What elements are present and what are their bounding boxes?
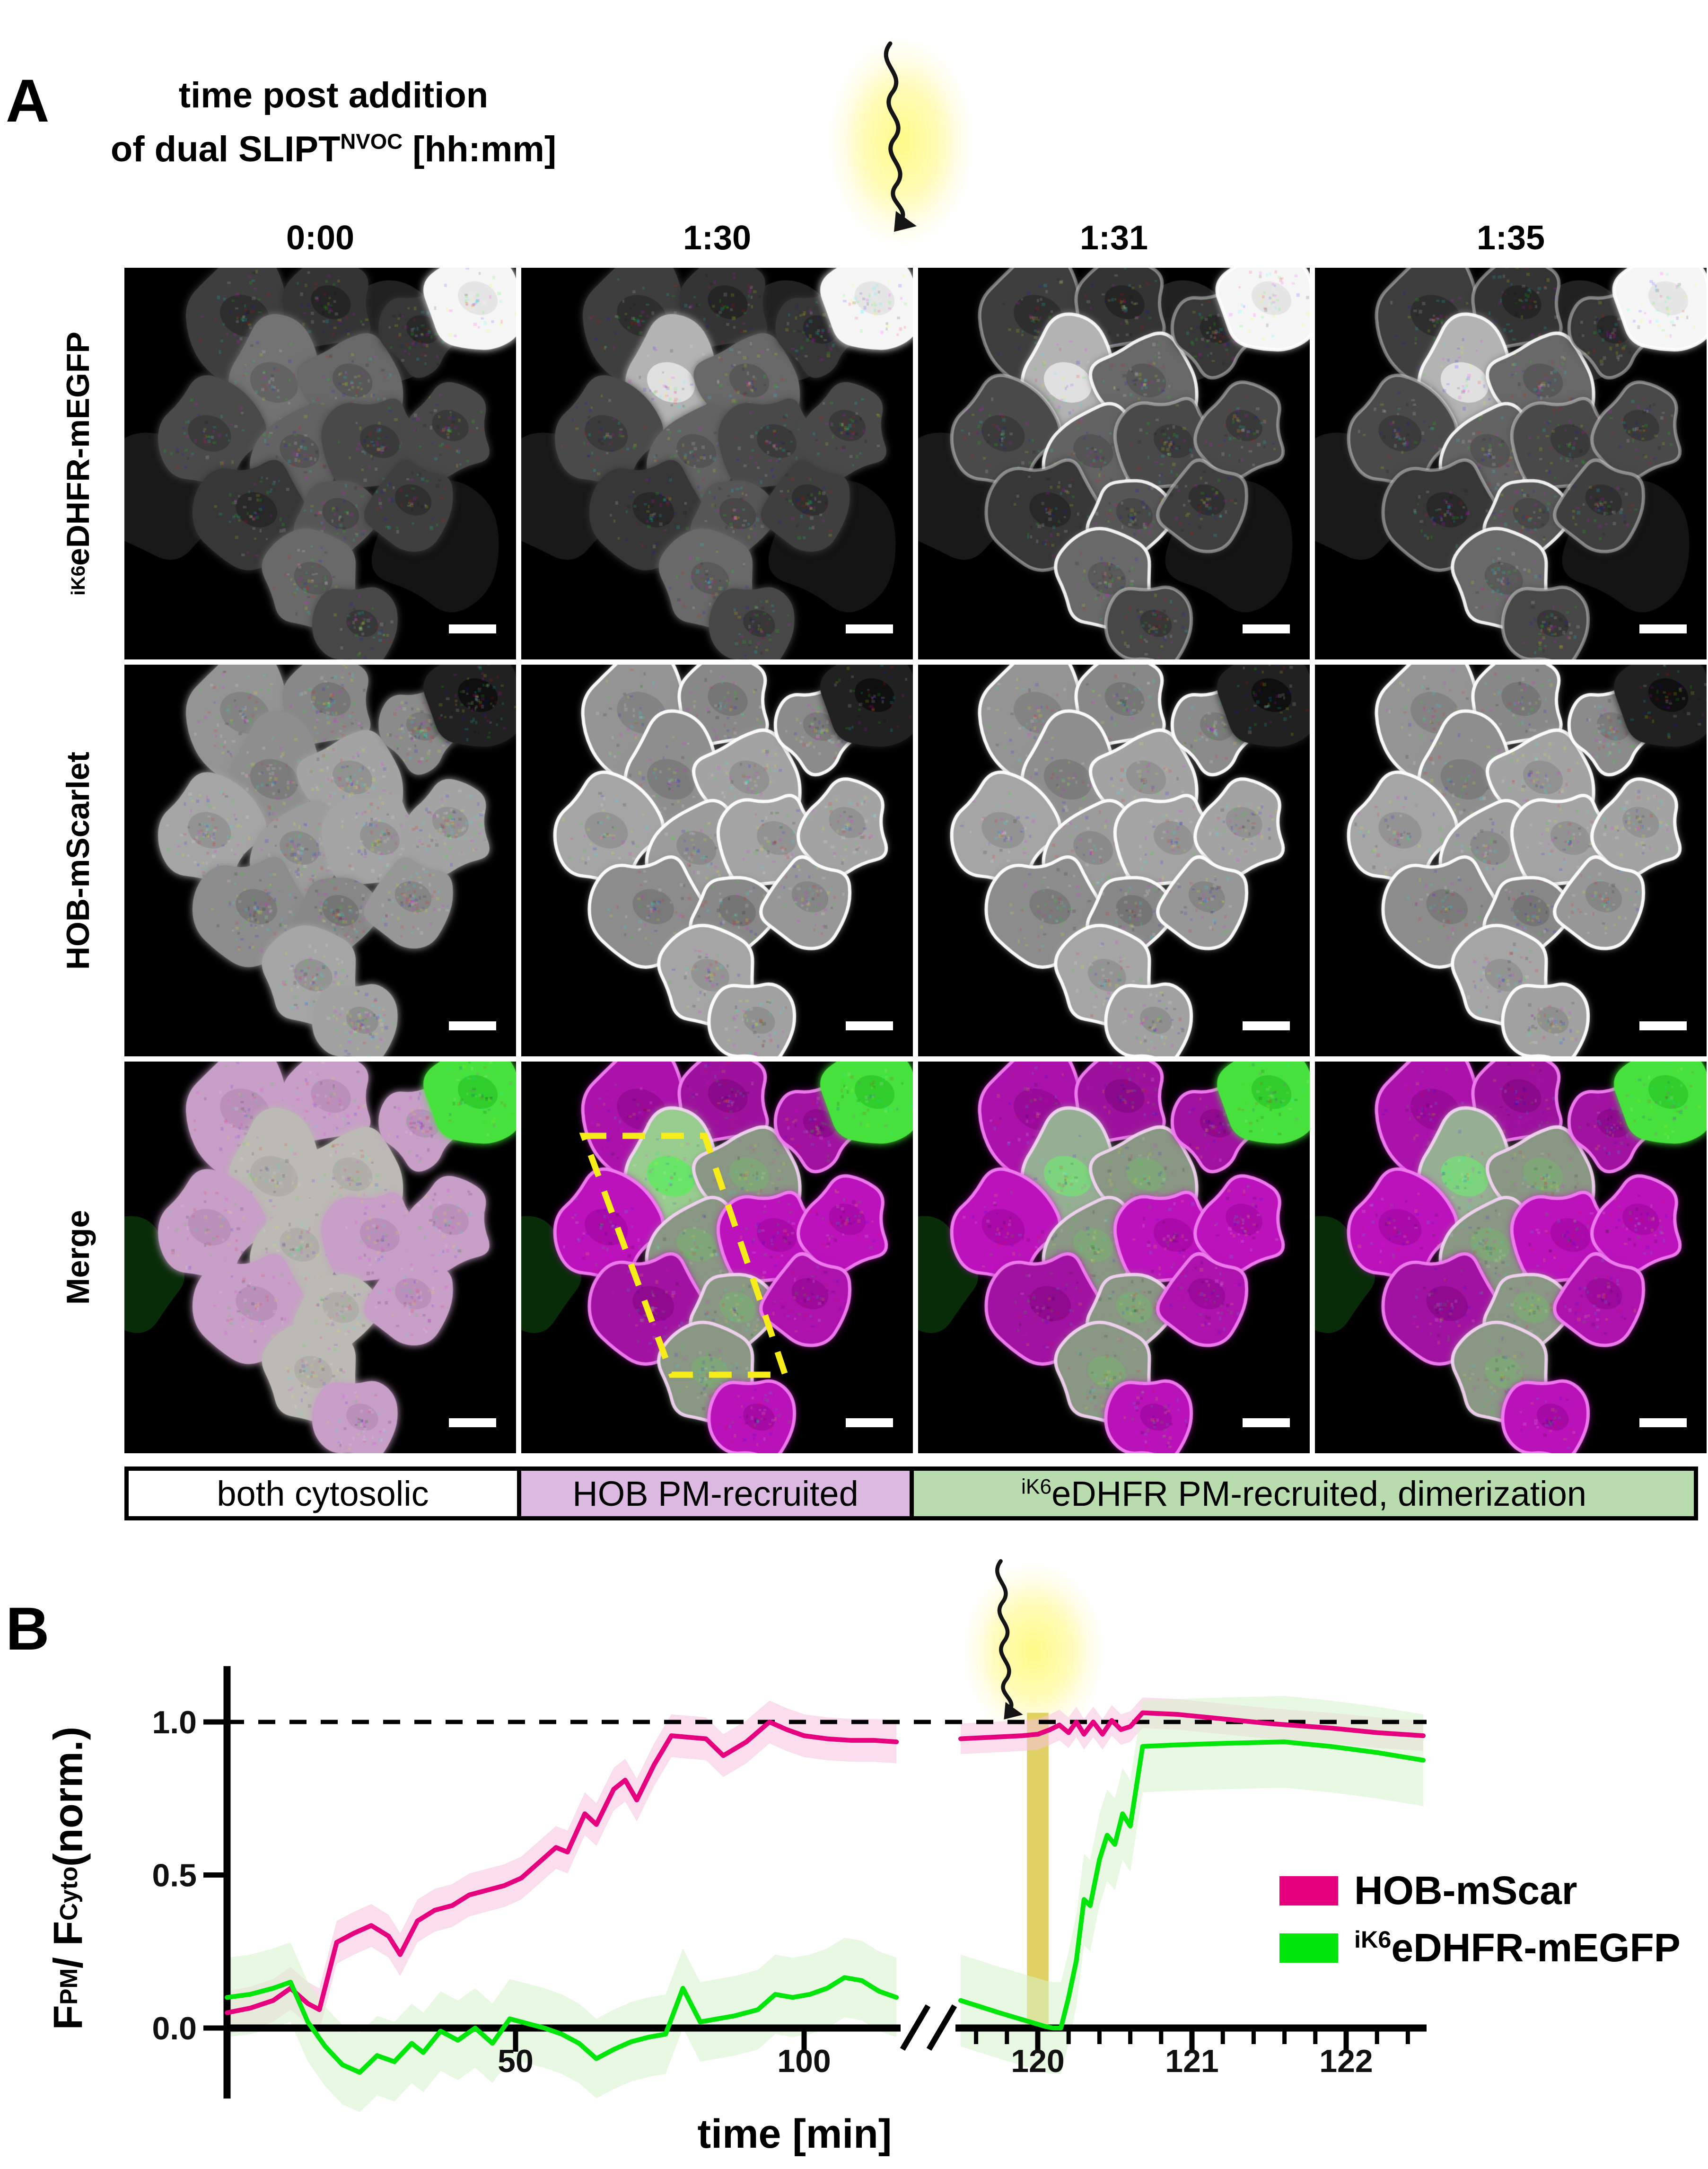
micrograph-mscarlet-1:30 <box>521 665 913 1056</box>
channel-row-label: Merge <box>60 1210 96 1305</box>
condition-legend-label: HOB PM-recruited <box>572 1474 858 1513</box>
chart-svg: 0.0 0.5 1.0 50 100 120 121 122 <box>152 1666 1427 2112</box>
scale-bar <box>846 1021 893 1030</box>
y-tick-label: 0.0 <box>152 2011 197 2046</box>
series-line <box>225 1975 899 2075</box>
legend-swatch <box>1279 1876 1338 1906</box>
x-tick-label: 100 <box>777 2043 831 2079</box>
condition-legend-label: iK6eDHFR PM-recruited, dimerization <box>1021 1474 1587 1513</box>
x-tick-label: 121 <box>1165 2043 1218 2079</box>
series-line <box>958 1739 1426 2030</box>
micrograph-egfp-1:35 <box>1315 268 1707 659</box>
scale-bar <box>1639 624 1687 633</box>
x-tick-label: 122 <box>1319 2043 1373 2079</box>
x-tick-label: 120 <box>1011 2043 1064 2079</box>
panel-a-label: A <box>6 67 50 135</box>
scale-bar <box>449 1021 496 1030</box>
axis-break-slash <box>900 2004 931 2051</box>
legend-series-label: HOB-mScar <box>1354 1868 1577 1913</box>
condition-legend-item: both cytosolic <box>124 1466 521 1520</box>
scale-bar <box>449 624 496 633</box>
chart-legend: HOB-mScar iK6eDHFR-mEGFP <box>1279 1868 1681 1971</box>
scale-bar <box>449 1418 496 1427</box>
y-axis-label: F PM / F Cyto (norm.) <box>45 1726 91 2030</box>
micrograph-mscarlet-0:00 <box>124 665 516 1056</box>
confidence-band <box>961 1696 1423 2074</box>
legend-swatch <box>1279 1933 1338 1963</box>
wavy-arrow-icon <box>884 41 917 232</box>
micrograph-merge-0:00 <box>124 1062 516 1453</box>
x-tick-label: 50 <box>498 2043 534 2079</box>
scale-bar <box>846 624 893 633</box>
scale-bar <box>1639 1418 1687 1427</box>
title-line-2: of dual SLIPTNVOC [hh:mm] <box>110 129 557 169</box>
series-line <box>225 1720 899 2015</box>
y-tick-label: 0.5 <box>152 1858 197 1894</box>
micrograph-merge-1:30 <box>521 1062 913 1453</box>
title-line-1: time post addition <box>178 75 489 115</box>
scale-bar <box>1243 1418 1290 1427</box>
micrograph-merge-1:31 <box>918 1062 1310 1453</box>
micrograph-egfp-1:31 <box>918 268 1310 659</box>
condition-legend-label: both cytosolic <box>217 1474 429 1513</box>
micrograph-egfp-0:00 <box>124 268 516 659</box>
fluorescence-chart: 0.0 0.5 1.0 50 100 120 121 122 <box>142 1604 1447 2124</box>
scale-bar <box>846 1418 893 1427</box>
chart-legend-entry: iK6eDHFR-mEGFP <box>1279 1925 1681 1971</box>
x-axis-label: time [min] <box>697 2111 892 2157</box>
y-tick-label: 1.0 <box>152 1704 197 1740</box>
micrograph-mscarlet-1:31 <box>918 665 1310 1056</box>
legend-series-label: iK6eDHFR-mEGFP <box>1354 1925 1681 1970</box>
scale-bar <box>1243 1021 1290 1030</box>
channel-row-label: HOB-mScarlet <box>60 751 96 970</box>
panel-b-label: B <box>6 1595 50 1663</box>
timepoint-label: 1:31 <box>1079 219 1148 257</box>
condition-legend-item: iK6eDHFR PM-recruited, dimerization <box>910 1466 1698 1520</box>
channel-row-label: iK6 eDHFR-mEGFP <box>60 331 96 596</box>
micrograph-merge-1:35 <box>1315 1062 1707 1453</box>
condition-legend-item: HOB PM-recruited <box>517 1466 914 1520</box>
micrograph-egfp-1:30 <box>521 268 913 659</box>
micrograph-mscarlet-1:35 <box>1315 665 1707 1056</box>
panel-a-title: time post addition of dual SLIPTNVOC [hh… <box>61 69 605 176</box>
scale-bar <box>1639 1021 1687 1030</box>
axis-break-slash <box>926 2004 957 2051</box>
scale-bar <box>1243 624 1290 633</box>
timepoint-label: 0:00 <box>286 219 355 257</box>
chart-legend-entry: HOB-mScar <box>1279 1868 1681 1914</box>
timepoint-label: 1:35 <box>1476 219 1545 257</box>
series-line <box>958 1710 1426 1741</box>
timepoint-label: 1:30 <box>683 219 752 257</box>
confidence-band <box>227 1700 897 2034</box>
condition-legend: both cytosolic HOB PM-recruited iK6eDHFR P… <box>124 1466 1698 1520</box>
